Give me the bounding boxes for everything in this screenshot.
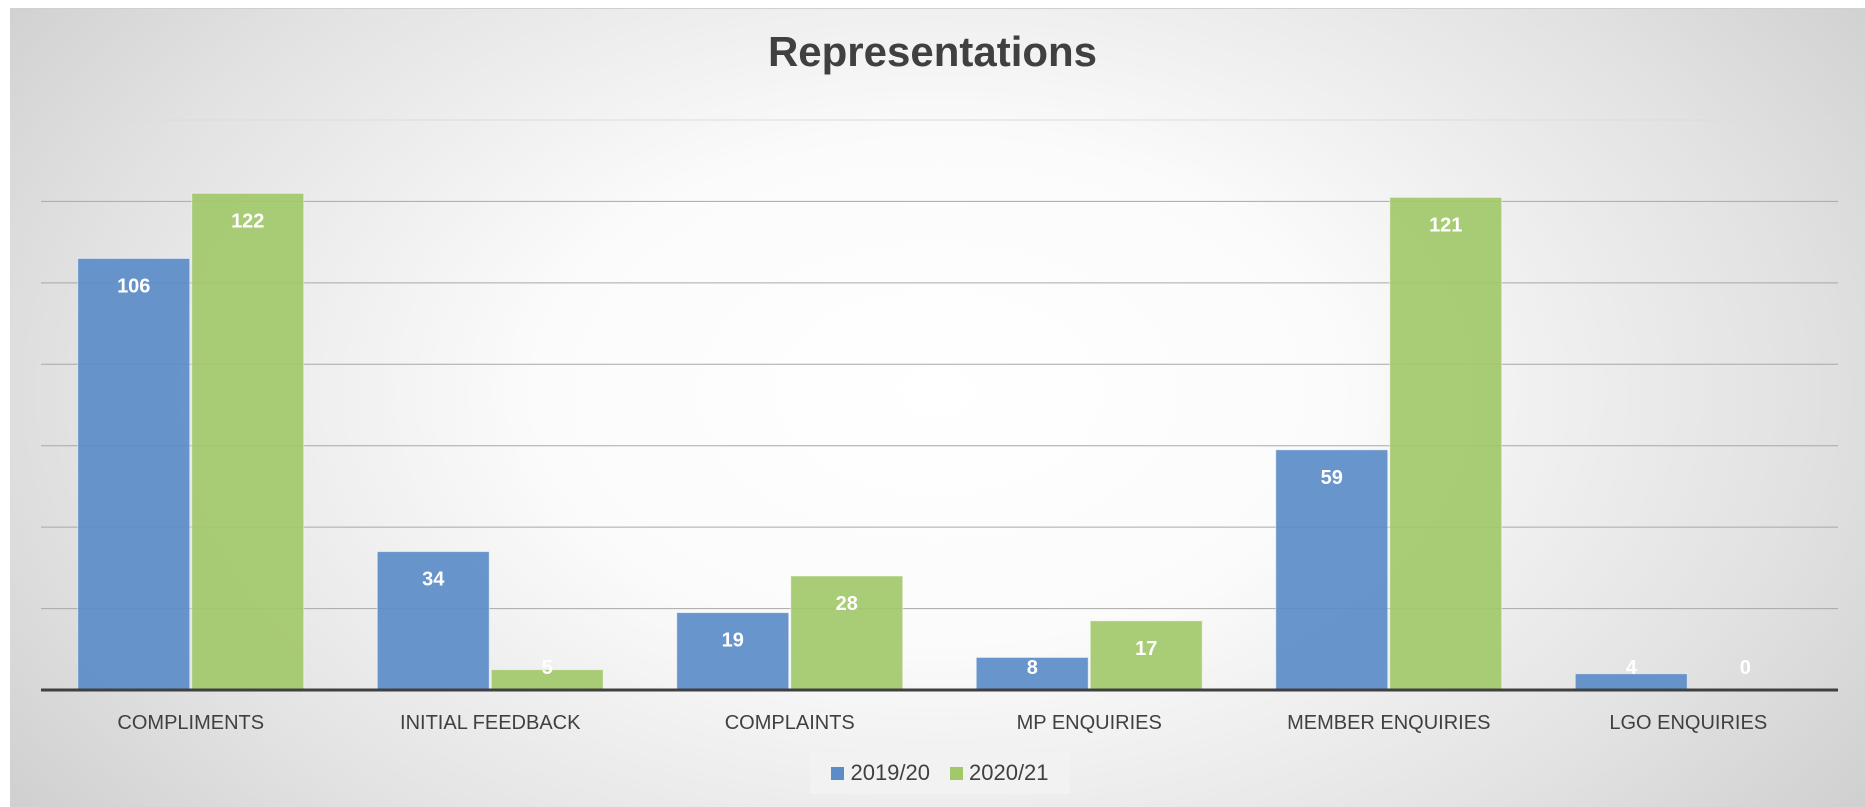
x-tick-label: COMPLIMENTS [117,712,264,734]
data-label: 17 [1135,638,1157,660]
data-label: 122 [231,210,264,232]
data-label: 4 [1626,657,1638,679]
legend-label-series-2: 2020/21 [969,760,1049,785]
legend: 2019/20 2020/21 [810,752,1070,794]
bars [77,192,1688,691]
bar [790,575,904,691]
chart-area [10,8,1865,807]
gridlines [41,119,1838,610]
x-tick-label: MEMBER ENQUIRIES [1287,712,1490,734]
legend-item-series-1: 2019/20 [831,760,930,786]
data-label: 28 [836,593,858,615]
bar [1275,449,1389,691]
legend-swatch-series-2 [950,766,963,780]
bar [1389,196,1503,691]
data-label: 19 [722,630,744,652]
x-axis: COMPLIMENTS INITIAL FEEDBACK COMPLAINTS MP … [41,688,1838,734]
chart-title: Representations [767,28,1098,75]
legend-label-series-1: 2019/20 [850,760,930,785]
bar [676,612,790,691]
data-label: 5 [542,657,553,679]
data-label: 34 [422,569,445,591]
data-label: 8 [1027,657,1038,679]
x-tick-label: COMPLAINTS [725,712,855,734]
x-tick-label: INITIAL FEEDBACK [400,712,581,734]
x-tick-label: LGO ENQUIRIES [1609,712,1767,734]
data-label: 0 [1740,657,1751,679]
data-label: 121 [1429,214,1462,236]
data-label: 106 [117,275,150,297]
legend-swatch-series-1 [831,766,845,780]
legend-item-series-2: 2020/21 [950,760,1049,786]
bar [191,192,305,691]
data-labels: 106 122 34 5 19 28 8 17 59 121 4 0 [117,210,1751,679]
data-label: 59 [1321,467,1343,489]
x-tick-label: MP ENQUIRIES [1017,712,1162,734]
bar [77,257,191,691]
